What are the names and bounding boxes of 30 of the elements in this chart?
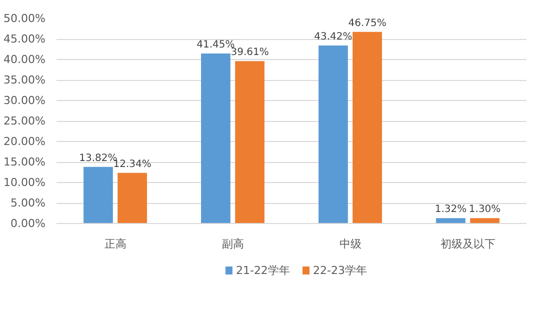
y-tick-label: 45.00% <box>4 32 46 46</box>
y-tick-label: 20.00% <box>4 135 46 148</box>
bar <box>318 45 348 224</box>
y-tick-label: 35.00% <box>4 74 46 86</box>
data-label: 1.32% <box>434 204 467 216</box>
x-tick-label: 中级 <box>339 238 362 250</box>
bar <box>201 54 230 224</box>
bar <box>235 61 264 224</box>
x-tick-label: 副高 <box>222 238 244 250</box>
y-tick-label: 40.00% <box>4 53 46 66</box>
bar <box>84 166 113 224</box>
x-tick-label: 正高 <box>104 238 126 250</box>
y-tick-label: 30.00% <box>4 94 46 107</box>
y-tick-label: 0.00% <box>10 217 46 230</box>
bar <box>352 32 382 224</box>
bar <box>118 172 147 224</box>
y-tick-label: 5.00% <box>10 196 46 210</box>
x-tick-label: 初级及以下 <box>440 238 496 250</box>
data-label: 39.61% <box>230 47 269 58</box>
bar <box>436 218 466 224</box>
data-label: 1.30% <box>468 204 501 216</box>
data-label: 43.42% <box>314 31 352 42</box>
legend-label: 21-22学年 <box>236 264 290 277</box>
y-tick-label: 10.00% <box>4 176 46 189</box>
y-tick-label: 25.00% <box>4 114 46 128</box>
legend-label: 22-23学年 <box>313 264 367 277</box>
y-tick-label: 50.00% <box>4 12 46 25</box>
y-tick-label: 15.00% <box>4 156 46 168</box>
bar <box>470 218 500 224</box>
data-label: 46.75% <box>348 18 386 29</box>
